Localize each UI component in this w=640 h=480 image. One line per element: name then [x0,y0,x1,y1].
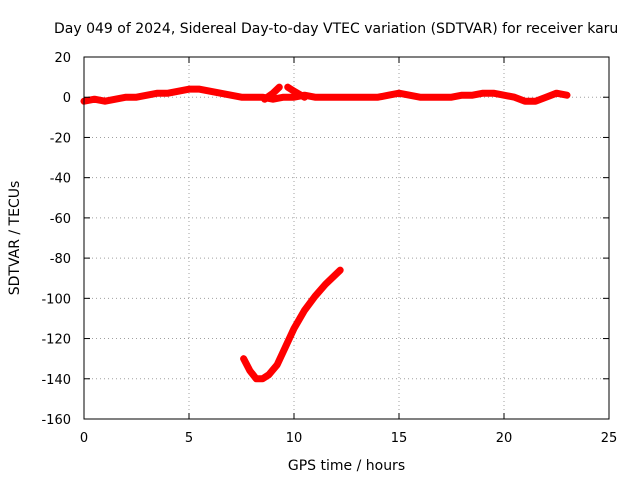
data-point [291,94,297,100]
data-point [262,96,268,102]
data-point [92,96,97,102]
data-point [386,92,391,98]
data-point [344,94,349,100]
y-axis-label: SDTVAR / TECUs [7,181,23,296]
data-point [354,94,360,100]
data-point [533,98,538,104]
data-point [333,94,339,100]
data-point [207,88,213,94]
data-point [247,368,253,374]
data-point [270,90,276,96]
data-point [543,94,549,100]
x-axis-label: GPS time / hours [288,458,405,474]
y-tick-label: -100 [41,292,71,307]
x-tick-label: 5 [185,431,193,446]
x-tick-label: 0 [80,431,88,446]
data-point [554,90,559,96]
data-point [176,88,181,94]
data-point [312,293,318,299]
data-point [302,307,307,313]
data-point [144,92,150,98]
data-point [522,98,528,104]
plot-frame [83,56,610,420]
data-point [396,90,402,96]
data-point [438,94,444,100]
x-tick-label: 20 [496,431,513,446]
data-point [428,94,433,100]
y-tick-label: -20 [50,131,71,146]
x-tick-label: 25 [601,431,618,446]
data-point [266,372,272,378]
data-point [241,356,247,362]
data-point [501,92,507,98]
data-point [417,94,423,100]
data-point [218,90,223,96]
data-point [253,376,259,382]
ticks: 0 5 10 15 20 25 20 0 -20 -40 -60 -80 -100 -120 -140 -16… [41,51,617,446]
data-point [291,326,297,331]
data-point [564,92,570,98]
data-point [285,84,291,90]
data-point [283,344,289,350]
data-point [302,94,307,100]
data-point [281,94,286,100]
data-point [449,94,454,100]
data-point [274,362,280,368]
y-tick-label: -60 [50,212,71,227]
data-point [407,92,412,98]
data-point [459,92,465,98]
data-point [123,94,129,100]
data-point [375,94,381,100]
data-point [197,86,202,92]
y-tick-label: -80 [50,252,71,267]
data-point [480,90,486,96]
grid [84,57,609,419]
data-point [102,98,108,104]
chart-title: Day 049 of 2024, Sidereal Day-to-day VTE… [54,21,618,37]
data-point [365,94,370,100]
data-point [260,376,265,382]
data-point [155,90,160,96]
data-point [491,90,496,96]
data-point [113,96,118,102]
data-point [276,84,282,90]
y-tick-label: -120 [41,333,71,348]
data-point [291,88,297,94]
y-tick-label: -140 [41,373,71,388]
y-tick-label: -40 [50,172,71,187]
series-group [80,83,571,383]
data-point [323,281,328,287]
data-point [337,267,343,273]
x-tick-label: 10 [286,431,303,446]
data-point [134,94,139,100]
x-tick-label: 15 [391,431,408,446]
data-point [239,94,244,100]
y-tick-label: -160 [41,413,71,428]
data-point [323,94,328,100]
data-point [228,92,234,98]
data-point [512,94,517,100]
data-point [470,92,475,98]
y-tick-label: 0 [63,91,71,106]
data-point [333,271,339,277]
data-point [165,90,171,96]
data-point [249,94,255,100]
y-tick-label: 20 [54,51,71,66]
data-point [186,86,192,92]
data-point [312,94,318,100]
